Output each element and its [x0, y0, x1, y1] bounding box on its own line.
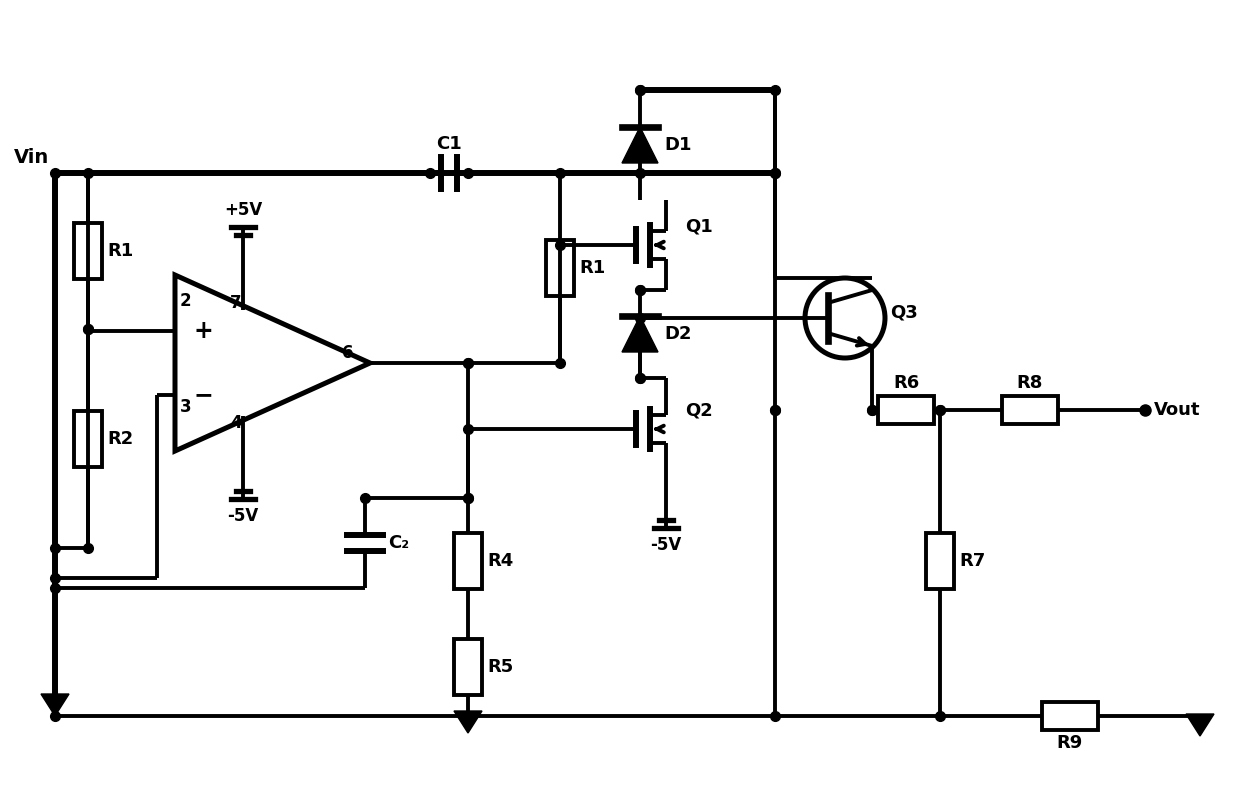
Polygon shape	[41, 694, 69, 716]
Text: Q1: Q1	[685, 217, 712, 235]
Text: 2: 2	[180, 292, 192, 310]
Text: +5V: +5V	[224, 201, 263, 219]
Bar	[453, 639, 482, 695]
Text: R4: R4	[487, 552, 513, 570]
Text: R8: R8	[1017, 374, 1043, 392]
Bar	[926, 532, 954, 588]
Bar	[74, 410, 102, 466]
Polygon shape	[622, 316, 658, 352]
Text: 4: 4	[230, 414, 242, 431]
Bar	[878, 396, 934, 424]
Text: D1: D1	[664, 136, 691, 154]
Text: -5V: -5V	[650, 536, 681, 554]
Text: D2: D2	[664, 325, 691, 343]
Polygon shape	[622, 127, 658, 163]
Text: C1: C1	[436, 135, 462, 153]
Text: Vout: Vout	[1154, 401, 1201, 419]
Text: +: +	[193, 319, 213, 343]
Text: 3: 3	[180, 398, 192, 416]
Text: 7: 7	[230, 294, 242, 312]
Bar	[74, 223, 102, 279]
Bar	[453, 532, 482, 588]
Text: 6: 6	[342, 344, 353, 362]
Bar	[546, 240, 574, 296]
Text: R2: R2	[107, 430, 134, 448]
Text: -5V: -5V	[228, 507, 259, 525]
Text: Vin: Vin	[14, 148, 50, 167]
Text: R9: R9	[1057, 734, 1083, 752]
Text: R1: R1	[107, 242, 134, 260]
Polygon shape	[453, 711, 482, 733]
Text: R6: R6	[893, 374, 919, 392]
Bar	[1042, 702, 1098, 730]
Polygon shape	[1186, 714, 1214, 736]
Text: Q3: Q3	[890, 304, 918, 322]
Text: −: −	[193, 383, 213, 406]
Text: Q2: Q2	[685, 401, 712, 419]
Text: R5: R5	[487, 658, 513, 676]
Bar	[1002, 396, 1058, 424]
Text: R1: R1	[579, 259, 605, 277]
Text: R7: R7	[959, 552, 985, 570]
Text: C₂: C₂	[388, 534, 409, 552]
